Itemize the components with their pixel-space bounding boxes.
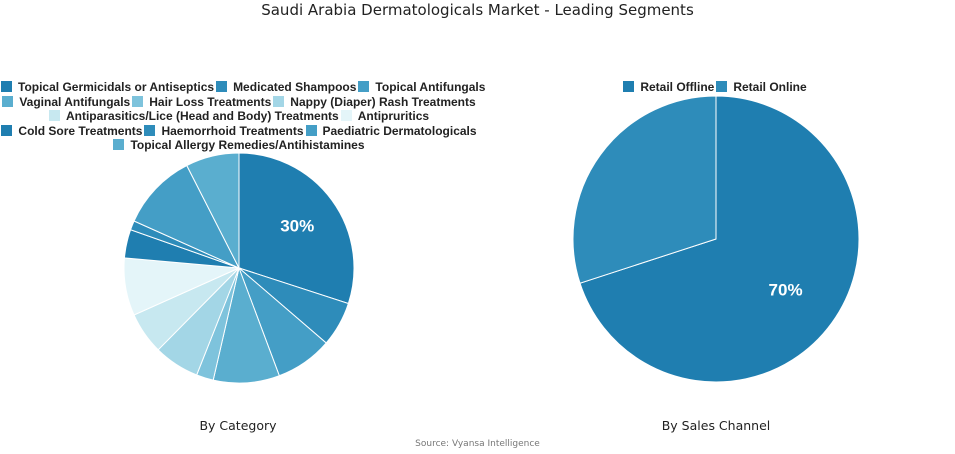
chart-title: Saudi Arabia Dermatologicals Market - Le…: [261, 1, 694, 19]
legend-label: Nappy (Diaper) Rash Treatments: [290, 94, 476, 109]
category-caption: By Category: [199, 418, 277, 433]
legend-row: Topical Allergy Remedies/Antihistamines: [0, 138, 478, 153]
legend-label: Hair Loss Treatments: [149, 94, 272, 109]
legend-swatch-icon: [623, 81, 635, 92]
legend-label: Vaginal Antifungals: [19, 94, 131, 109]
legend-row: Cold Sore Treatments Haemorrhoid Treatmen…: [0, 124, 478, 139]
legend-item-antiparasitics-lice-head-and-body-treatments[interactable]: Antiparasitics/Lice (Head and Body) Trea…: [48, 109, 339, 124]
legend-swatch-icon: [2, 95, 14, 107]
pie-slice-paediatric-dermatologicals[interactable]: [133, 164, 241, 270]
legend-label: Topical Allergy Remedies/Antihistamines: [130, 138, 365, 152]
legend-item-antipruritics[interactable]: Antipruritics: [340, 109, 430, 124]
legend-item-topical-allergy-remedies-antihistamines[interactable]: Topical Allergy Remedies/Antihistamines: [113, 138, 365, 153]
pie-data-label: 30%: [280, 217, 314, 236]
legend-swatch-icon: [113, 139, 125, 150]
source-note: Source: Vyansa Intelligence: [415, 439, 540, 449]
legend-item-nappy-diaper-rash-treatments[interactable]: Nappy (Diaper) Rash Treatments: [273, 94, 476, 110]
legend-swatch-icon: [132, 95, 144, 107]
legend-item-haemorrhoid-treatments[interactable]: Haemorrhoid Treatments: [144, 123, 304, 139]
legend-swatch-icon: [144, 124, 156, 136]
legend-swatch-icon: [216, 81, 228, 92]
legend-label: Medicated Shampoos: [233, 80, 357, 94]
legend-item-topical-antifungals[interactable]: Topical Antifungals: [358, 80, 485, 95]
legend-label: Topical Antifungals: [375, 80, 486, 94]
category-pie-chart: 30%: [123, 152, 355, 384]
legend-label: Antiparasitics/Lice (Head and Body) Trea…: [65, 109, 339, 123]
legend-item-retail-offline[interactable]: Retail Offline: [623, 80, 714, 95]
legend-item-vaginal-antifungals[interactable]: Vaginal Antifungals: [2, 95, 130, 110]
legend-label: Topical Germicidals or Antiseptics: [18, 80, 215, 94]
legend-label: Retail Online: [733, 80, 807, 94]
legend-item-retail-online[interactable]: Retail Online: [716, 80, 807, 95]
pie-slice-retail-offline[interactable]: [579, 95, 860, 383]
legend-item-paediatric-dermatologicals[interactable]: Paediatric Dermatologicals: [305, 123, 477, 139]
legend-label: Cold Sore Treatments: [18, 123, 143, 138]
legend-row: Vaginal Antifungals Hair Loss Treatments N…: [0, 95, 478, 110]
legend-item-topical-germicidals-or-antiseptics[interactable]: Topical Germicidals or Antiseptics: [1, 80, 214, 95]
pie-slice-topical-germicidals-or-antiseptics[interactable]: [238, 152, 355, 305]
sales-channel-pie-chart: 70%: [572, 95, 860, 383]
legend-swatch-icon: [1, 81, 12, 92]
legend-row: Topical Germicidals or Antiseptics Medica…: [0, 80, 485, 95]
pie-slice-topical-allergy-remedies-antihistamines[interactable]: [186, 152, 240, 269]
legend-swatch-icon: [716, 81, 728, 92]
pie-data-label: 70%: [769, 281, 803, 300]
legend-item-medicated-shampoos[interactable]: Medicated Shampoos: [216, 80, 356, 95]
pie-slice-retail-online[interactable]: [572, 95, 717, 284]
category-legend: Topical Germicidals or Antiseptics Medica…: [0, 80, 485, 153]
legend-row: Antiparasitics/Lice (Head and Body) Trea…: [0, 109, 478, 124]
legend-swatch-icon: [340, 110, 352, 121]
legend-row: Retail Offline Retail Online: [560, 80, 870, 95]
legend-swatch-icon: [273, 95, 285, 107]
legend-label: Paediatric Dermatologicals: [322, 123, 477, 138]
sales-channel-legend: Retail Offline Retail Online: [560, 80, 870, 95]
legend-swatch-icon: [1, 124, 13, 136]
legend-swatch-icon: [305, 124, 317, 136]
legend-label: Haemorrhoid Treatments: [161, 123, 304, 138]
sales-channel-caption: By Sales Channel: [661, 418, 771, 433]
legend-item-hair-loss-treatments[interactable]: Hair Loss Treatments: [132, 95, 271, 110]
legend-item-cold-sore-treatments[interactable]: Cold Sore Treatments: [1, 124, 142, 139]
legend-swatch-icon: [48, 110, 60, 121]
legend-label: Antipruritics: [357, 109, 430, 123]
legend-swatch-icon: [358, 81, 370, 92]
legend-label: Retail Offline: [640, 80, 715, 94]
